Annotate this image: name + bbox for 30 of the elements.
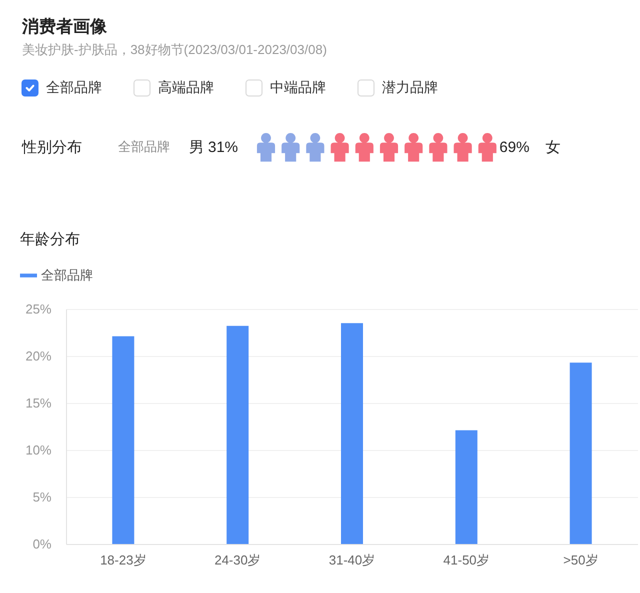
x-tick-label: >50岁: [563, 552, 598, 568]
category-label: 高端品牌: [158, 79, 214, 95]
y-tick-label: 10%: [25, 442, 52, 458]
bar: [455, 430, 478, 544]
category-label: 全部品牌: [46, 79, 102, 95]
y-tick-label: 20%: [25, 348, 52, 364]
x-tick-label: 18-23岁: [100, 552, 146, 568]
text: 性别分布: [21, 139, 82, 156]
chart-title: 年龄分布: [20, 231, 80, 248]
bar: [341, 323, 363, 544]
bar: [112, 336, 134, 544]
category-label: 潜力品牌: [382, 79, 438, 95]
legend-label: 全部品牌: [41, 268, 93, 282]
bar: [570, 362, 592, 544]
text: 全部品牌: [118, 139, 170, 154]
y-tick-label: 15%: [25, 396, 52, 410]
x-tick-label: 41-50岁: [443, 552, 490, 568]
category-label: 女: [545, 139, 560, 156]
data-label: 69%: [499, 139, 530, 156]
category-label: 男: [189, 139, 204, 156]
x-tick-label: 31-40岁: [328, 552, 376, 568]
category-label: 中端品牌: [270, 79, 326, 95]
y-tick-label: 25%: [25, 302, 52, 316]
x-tick-label: 24-30岁: [214, 552, 261, 568]
y-tick-label: 5%: [32, 490, 52, 504]
text: 消费者画像: [21, 17, 108, 36]
bar: [226, 326, 249, 544]
data-label: 31%: [208, 139, 238, 156]
text: 美妆护肤-护肤品，38好物节(2023/03/01-2023/03/08): [22, 42, 327, 57]
y-tick-label: 0%: [32, 536, 52, 552]
